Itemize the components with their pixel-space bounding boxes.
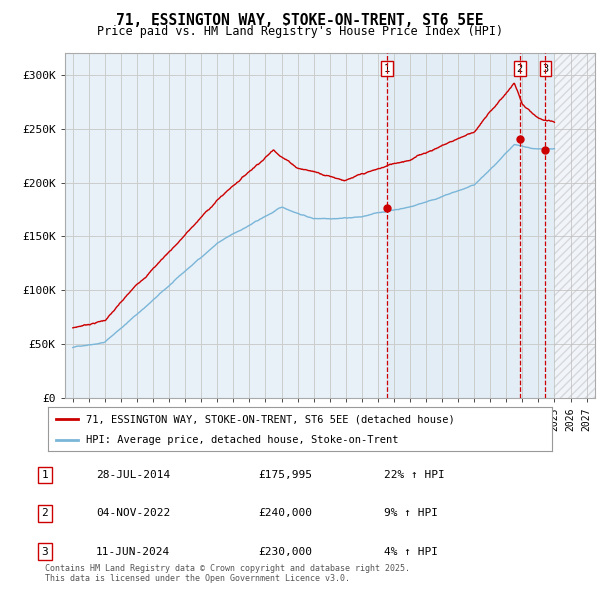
Text: 22% ↑ HPI: 22% ↑ HPI bbox=[384, 470, 445, 480]
Bar bbox=[554, 53, 595, 398]
Text: 2: 2 bbox=[41, 509, 49, 518]
Text: £240,000: £240,000 bbox=[258, 509, 312, 518]
Text: Contains HM Land Registry data © Crown copyright and database right 2025.
This d: Contains HM Land Registry data © Crown c… bbox=[45, 563, 410, 583]
Bar bbox=[554, 53, 595, 398]
Bar bbox=[387, 53, 554, 398]
Text: 11-JUN-2024: 11-JUN-2024 bbox=[96, 547, 170, 556]
Text: 1: 1 bbox=[41, 470, 49, 480]
Text: 4% ↑ HPI: 4% ↑ HPI bbox=[384, 547, 438, 556]
Text: Price paid vs. HM Land Registry's House Price Index (HPI): Price paid vs. HM Land Registry's House … bbox=[97, 25, 503, 38]
Text: 04-NOV-2022: 04-NOV-2022 bbox=[96, 509, 170, 518]
Text: £230,000: £230,000 bbox=[258, 547, 312, 556]
Text: 3: 3 bbox=[41, 547, 49, 556]
Text: 71, ESSINGTON WAY, STOKE-ON-TRENT, ST6 5EE (detached house): 71, ESSINGTON WAY, STOKE-ON-TRENT, ST6 5… bbox=[86, 415, 455, 424]
Text: 71, ESSINGTON WAY, STOKE-ON-TRENT, ST6 5EE: 71, ESSINGTON WAY, STOKE-ON-TRENT, ST6 5… bbox=[116, 13, 484, 28]
Text: 9% ↑ HPI: 9% ↑ HPI bbox=[384, 509, 438, 518]
Text: 28-JUL-2014: 28-JUL-2014 bbox=[96, 470, 170, 480]
Text: HPI: Average price, detached house, Stoke-on-Trent: HPI: Average price, detached house, Stok… bbox=[86, 435, 398, 445]
Text: 2: 2 bbox=[517, 64, 523, 74]
Text: 3: 3 bbox=[542, 64, 548, 74]
Text: £175,995: £175,995 bbox=[258, 470, 312, 480]
Text: 1: 1 bbox=[384, 64, 390, 74]
Bar bbox=[554, 53, 595, 398]
